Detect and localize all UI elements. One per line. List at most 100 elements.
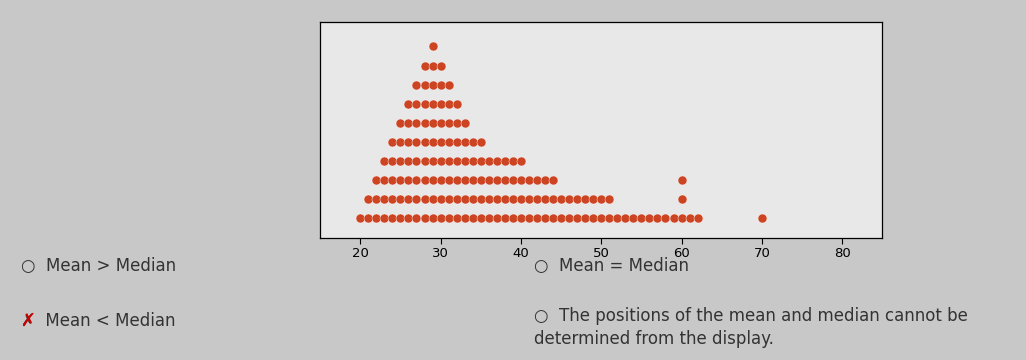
Point	[465, 158, 481, 164]
Point	[473, 216, 489, 221]
Point	[377, 197, 393, 202]
Point	[425, 139, 441, 145]
Point	[673, 197, 689, 202]
Point	[425, 158, 441, 164]
Point	[417, 197, 433, 202]
Point	[465, 177, 481, 183]
Point	[400, 120, 417, 126]
Point	[377, 158, 393, 164]
Point	[545, 177, 561, 183]
Point	[425, 216, 441, 221]
Point	[440, 120, 457, 126]
Point	[432, 101, 448, 107]
Point	[432, 63, 448, 68]
Point	[408, 139, 425, 145]
Point	[360, 197, 377, 202]
Point	[425, 101, 441, 107]
Point	[601, 216, 618, 221]
Point	[440, 139, 457, 145]
Point	[569, 197, 586, 202]
Point	[513, 177, 529, 183]
Point	[408, 197, 425, 202]
Point	[400, 216, 417, 221]
Text: ○  The positions of the mean and median cannot be
determined from the display.: ○ The positions of the mean and median c…	[534, 307, 968, 348]
Point	[408, 158, 425, 164]
Point	[457, 177, 473, 183]
Point	[505, 158, 521, 164]
Text: ✗  Mean < Median: ✗ Mean < Median	[21, 311, 175, 329]
Point	[513, 197, 529, 202]
Point	[457, 120, 473, 126]
Point	[400, 197, 417, 202]
Point	[673, 216, 689, 221]
Point	[425, 177, 441, 183]
Point	[513, 216, 529, 221]
Point	[633, 216, 649, 221]
Point	[528, 177, 545, 183]
Point	[577, 216, 593, 221]
Point	[392, 216, 408, 221]
Point	[497, 177, 513, 183]
Point	[625, 216, 641, 221]
Point	[400, 177, 417, 183]
Point	[368, 177, 385, 183]
Point	[417, 63, 433, 68]
Point	[400, 101, 417, 107]
Point	[521, 216, 538, 221]
Point	[368, 197, 385, 202]
Point	[440, 82, 457, 87]
Point	[392, 158, 408, 164]
Point	[408, 82, 425, 87]
Point	[480, 216, 497, 221]
Point	[649, 216, 666, 221]
Point	[457, 197, 473, 202]
Point	[440, 197, 457, 202]
Point	[417, 101, 433, 107]
Point	[432, 82, 448, 87]
Point	[488, 216, 505, 221]
Point	[681, 216, 698, 221]
Point	[384, 158, 400, 164]
Point	[658, 216, 674, 221]
Point	[528, 216, 545, 221]
Point	[545, 216, 561, 221]
Point	[392, 120, 408, 126]
Point	[593, 216, 609, 221]
Point	[384, 139, 400, 145]
Point	[521, 177, 538, 183]
Point	[473, 197, 489, 202]
Point	[408, 120, 425, 126]
Point	[473, 139, 489, 145]
Point	[513, 158, 529, 164]
Point	[754, 216, 771, 221]
Point	[465, 139, 481, 145]
Point	[392, 139, 408, 145]
Text: ✗: ✗	[21, 311, 36, 329]
Point	[417, 158, 433, 164]
Point	[577, 197, 593, 202]
Point	[505, 177, 521, 183]
Point	[553, 197, 569, 202]
Point	[561, 216, 578, 221]
Point	[480, 177, 497, 183]
Point	[377, 177, 393, 183]
Point	[497, 216, 513, 221]
Point	[417, 120, 433, 126]
Point	[488, 158, 505, 164]
Point	[408, 177, 425, 183]
Text: ○  Mean = Median: ○ Mean = Median	[534, 257, 688, 275]
Point	[448, 197, 465, 202]
Point	[432, 197, 448, 202]
Point	[408, 216, 425, 221]
Point	[537, 177, 553, 183]
Point	[488, 177, 505, 183]
Text: ○  Mean > Median: ○ Mean > Median	[21, 257, 175, 275]
Point	[425, 63, 441, 68]
Point	[497, 158, 513, 164]
Point	[553, 216, 569, 221]
Point	[352, 216, 368, 221]
Point	[432, 158, 448, 164]
Point	[425, 197, 441, 202]
Point	[601, 197, 618, 202]
Point	[417, 139, 433, 145]
